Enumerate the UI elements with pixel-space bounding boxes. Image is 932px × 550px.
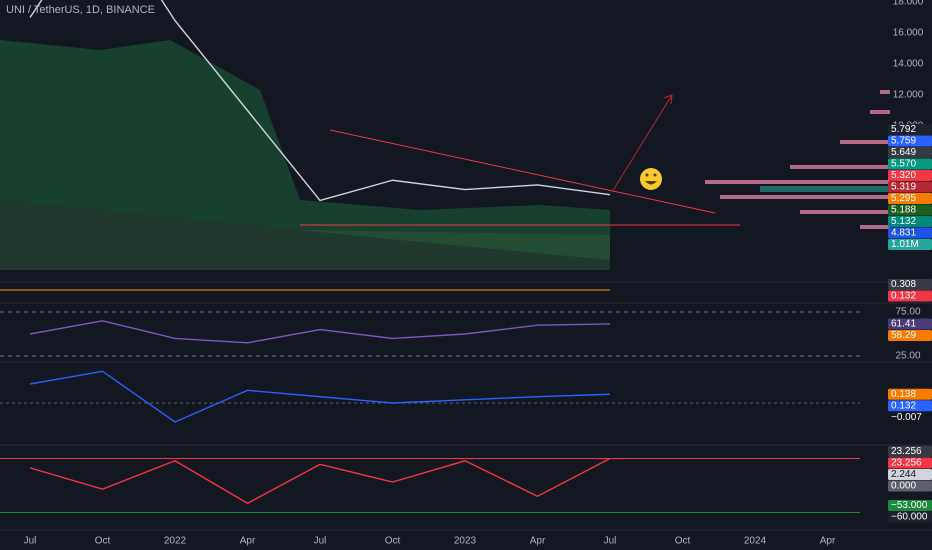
price-tag	[888, 192, 932, 204]
volume-profile	[705, 90, 890, 229]
price-tag-label: 23.256	[891, 458, 922, 469]
x-tick-label: 2022	[164, 536, 187, 547]
price-tag	[888, 329, 932, 341]
price-tag-label: 0.138	[891, 389, 916, 400]
series-line	[29, 0, 611, 202]
price-tag	[888, 215, 932, 227]
x-tick-label: Apr	[240, 536, 256, 547]
price-tag-label: 5.319	[891, 182, 916, 193]
x-tick-label: 2024	[744, 536, 767, 547]
cloud-lower	[0, 200, 610, 270]
series-line	[29, 320, 611, 344]
price-tag	[888, 318, 932, 330]
price-tag-label: 58.29	[891, 330, 916, 341]
x-tick-label: Jul	[314, 536, 327, 547]
price-tag-label: 5.649	[891, 147, 916, 158]
y-tick-label: 75.00	[895, 307, 920, 318]
x-tick-label: Apr	[820, 536, 836, 547]
price-tag	[888, 169, 932, 181]
volume-profile-poc	[760, 186, 890, 192]
price-tag-label: 5.320	[891, 170, 916, 181]
y-tick-label: 25.00	[895, 351, 920, 362]
projection-arrow	[611, 94, 673, 193]
price-tag-label: 5.792	[891, 124, 916, 135]
x-tick-label: Jul	[604, 536, 617, 547]
arrow-head	[663, 94, 673, 105]
price-tag	[888, 411, 932, 423]
price-tag-label: −0.007	[891, 412, 922, 423]
x-tick-label: Jul	[24, 536, 37, 547]
price-tag	[888, 227, 932, 239]
price-tag-label: −60.000	[891, 512, 928, 523]
x-tick-label: Oct	[95, 536, 111, 547]
price-tag-label: 5.295	[891, 193, 916, 204]
price-tag	[888, 135, 932, 147]
price-tag	[888, 204, 932, 216]
price-tag	[888, 181, 932, 193]
price-tag	[888, 400, 932, 412]
price-tag-label: 5.132	[891, 216, 916, 227]
price-tag-label: 5.759	[891, 136, 916, 147]
price-tag-label: 4.831	[891, 228, 916, 239]
chart-title: UNI / TetherUS, 1D, BINANCE	[6, 4, 155, 16]
price-tag	[888, 279, 932, 290]
price-tag	[888, 290, 932, 302]
series-line	[29, 370, 611, 423]
price-tag	[888, 468, 932, 480]
clip-group	[29, 0, 611, 202]
cloud	[0, 40, 610, 260]
price-tag	[888, 500, 932, 511]
price-tag-label: 0.308	[891, 279, 916, 290]
price-tag-label: −53.000	[891, 500, 928, 511]
price-tag	[888, 158, 932, 170]
price-tag	[888, 388, 932, 400]
price-tag-label: 61.41	[891, 319, 916, 330]
x-tick-label: 2023	[454, 536, 477, 547]
emoji	[640, 168, 662, 190]
x-tick-label: Apr	[530, 536, 546, 547]
price-tag-label: 0.132	[891, 291, 916, 302]
y-tick-label: 18.000	[893, 0, 924, 8]
price-tag	[888, 238, 932, 250]
price-tag	[888, 445, 932, 457]
price-tag	[888, 511, 932, 523]
price-tag-label: 0.132	[891, 400, 916, 411]
series-line	[29, 457, 611, 505]
price-tag	[888, 146, 932, 158]
price-tag-label: 5.570	[891, 159, 916, 170]
y-tick-label: 12.000	[893, 90, 924, 101]
price-tag-label: 23.256	[891, 446, 922, 457]
price-tag-label: 1.01M	[891, 239, 919, 250]
y-tick-label: 14.000	[893, 59, 924, 70]
trendline	[329, 129, 716, 214]
price-tag-label: 5.188	[891, 205, 916, 216]
price-tag-label: 0.000	[891, 481, 916, 492]
x-tick-label: Oct	[675, 536, 691, 547]
price-tag	[888, 480, 932, 492]
price-tag	[888, 123, 932, 135]
price-tag-label: 2.244	[891, 469, 916, 480]
x-tick-label: Oct	[385, 536, 401, 547]
y-tick-label: 16.000	[893, 28, 924, 39]
price-tag	[888, 457, 932, 469]
